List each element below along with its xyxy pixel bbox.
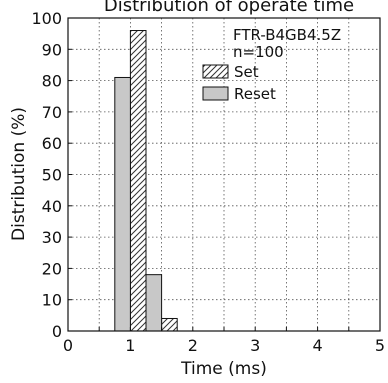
y-tick-label: 80	[42, 72, 62, 91]
y-tick-label: 30	[42, 228, 62, 247]
legend-label-set: Set	[234, 63, 259, 81]
bar-set	[161, 317, 178, 332]
sample-count-label: n=100	[233, 43, 284, 61]
legend-swatch-reset	[202, 86, 229, 101]
annotation-box: FTR-B4GB4.5Z n=100	[233, 26, 341, 61]
legend-swatch-set	[202, 64, 229, 79]
x-tick-label: 3	[250, 336, 260, 355]
x-tick-label: 1	[125, 336, 135, 355]
chart-title: Distribution of operate time	[104, 0, 354, 16]
y-tick-label: 100	[31, 9, 62, 28]
y-tick-label: 10	[42, 291, 62, 310]
y-tick-label: 0	[52, 322, 62, 341]
y-tick-label: 20	[42, 259, 62, 278]
legend-label-reset: Reset	[234, 85, 276, 103]
y-tick-label: 60	[42, 134, 62, 153]
bar-reset	[145, 274, 163, 332]
y-axis-label: Distribution (%)	[9, 107, 29, 241]
bar-set	[129, 30, 147, 332]
x-axis-label: Time (ms)	[180, 359, 267, 379]
y-tick-label: 50	[42, 166, 62, 185]
bars-group	[114, 30, 178, 332]
model-label: FTR-B4GB4.5Z	[233, 26, 341, 44]
x-tick-label: 0	[63, 336, 73, 355]
legend: Set Reset	[202, 63, 276, 103]
x-tick-label: 2	[188, 336, 198, 355]
y-tick-label: 90	[42, 40, 62, 59]
x-tick-label: 4	[313, 336, 323, 355]
x-tick-label: 5	[375, 336, 385, 355]
y-tick-label: 40	[42, 197, 62, 216]
y-tick-label: 70	[42, 103, 62, 122]
bar-reset	[114, 76, 131, 332]
